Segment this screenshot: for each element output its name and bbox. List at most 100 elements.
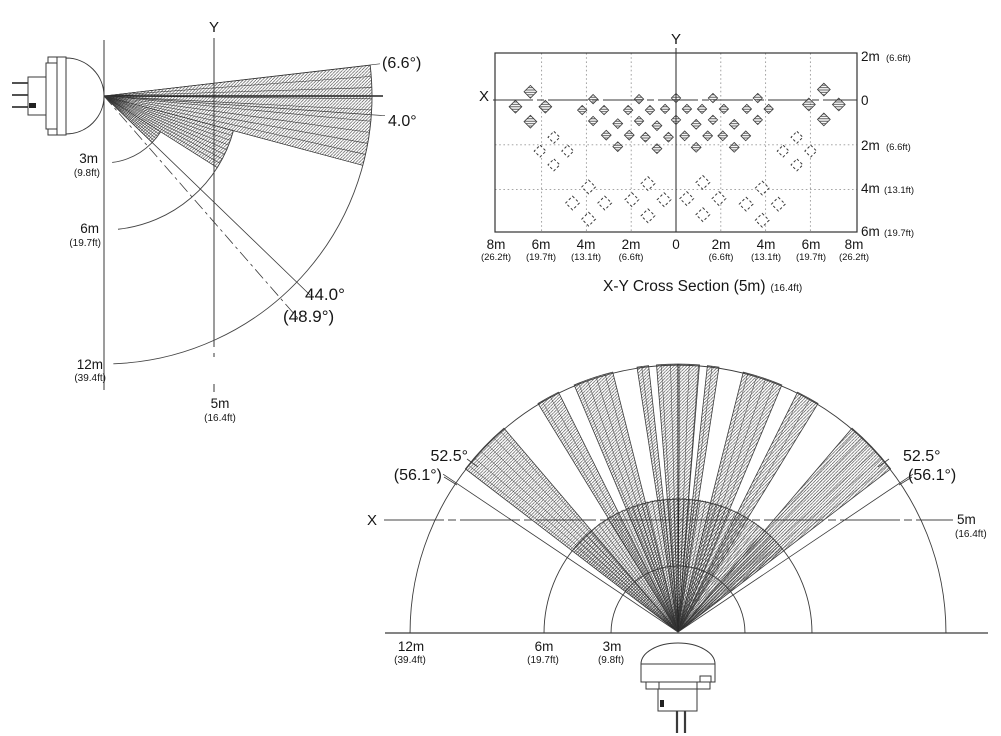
cs-bottom-label: 2m: [712, 237, 731, 252]
zone-diamond: [741, 103, 753, 115]
side-y-axis-label: Y: [209, 19, 219, 36]
beam-line: [598, 524, 679, 633]
side-plane-5m-ft-label: (16.4ft): [204, 413, 236, 424]
detection-zone-cluster: [659, 92, 693, 126]
cs-bottom-label: 8m: [487, 237, 506, 252]
cs-bottom-label: 0: [672, 237, 680, 252]
detection-zone-cluster: [600, 118, 635, 153]
cs-bottom-label: 6m: [532, 237, 551, 252]
zone-diamond: [523, 114, 538, 129]
top-angle-left-label: 52.5°: [430, 448, 468, 465]
zone-diamond: [695, 174, 711, 191]
cs-right-label-ft: (19.7ft): [884, 228, 914, 239]
beam-line: [486, 444, 679, 633]
zone-diamond: [679, 130, 691, 142]
zone-diamond: [728, 141, 740, 153]
beam-line: [103, 95, 368, 144]
side-range-3m-label: 3m: [79, 151, 98, 166]
zone-diamond: [598, 104, 610, 116]
cs-bottom-label-ft: (13.1ft): [751, 252, 781, 263]
beam-line: [103, 95, 156, 139]
beam-line: [677, 431, 856, 633]
beam-top-edge-line: [103, 63, 381, 97]
cs-bottom-label-ft: (26.2ft): [481, 252, 511, 263]
detection-zone-cluster: [622, 93, 656, 127]
beam-edge-angle-line: [103, 95, 299, 319]
detection-zone-cluster-dotted: [564, 179, 613, 227]
top-range-6m-ft-label: (19.7ft): [527, 655, 559, 666]
detection-zone-cluster: [508, 84, 553, 129]
beam-line: [549, 396, 679, 633]
zone-diamond: [752, 92, 763, 104]
cs-right-label-ft: (6.6ft): [886, 53, 911, 64]
cs-x-axis-label: X: [479, 88, 489, 105]
zone-diamond: [718, 103, 730, 115]
angle-leader-lines: [443, 458, 913, 486]
zone-diamond: [717, 130, 729, 142]
zone-diamond: [581, 179, 597, 195]
zone-diamond: [622, 104, 634, 116]
side-view-diagram: Y (6.6°) 4.0° 44.0° (48.9°) 3m (9.8ft) 6…: [12, 19, 421, 424]
sensor-side-icon: [12, 56, 105, 136]
cs-bottom-label-ft: (19.7ft): [796, 252, 826, 263]
cs-bottom-label: 8m: [845, 237, 864, 252]
beam-line: [468, 465, 679, 633]
side-plane-5m-label: 5m: [211, 396, 230, 411]
zone-diamond: [801, 97, 816, 112]
beam-line: [103, 95, 371, 122]
outer-angle-line: [677, 473, 914, 633]
beam-line: [493, 437, 679, 633]
cross-section-frame: [494, 52, 858, 233]
top-x-axis-label: X: [367, 512, 377, 529]
beam-line: [595, 376, 679, 633]
beam-line: [602, 520, 679, 633]
top-view-diagram: 52.5° (56.1°) 52.5° (56.1°) X 5m (16.4ft…: [367, 363, 988, 733]
zone-diamond: [533, 144, 547, 158]
range-arc: [117, 130, 234, 230]
beam-line: [541, 401, 679, 633]
sensor-dome-icon: [65, 57, 105, 135]
beam-line: [677, 378, 766, 633]
cs-bottom-label-ft: (26.2ft): [839, 252, 869, 263]
side-view-beam-fan: [103, 63, 386, 365]
zone-diamond: [581, 211, 597, 227]
zone-diamond: [763, 103, 774, 115]
detection-zone-cluster: [639, 120, 674, 155]
beam-line: [677, 437, 863, 633]
beam-line: [103, 95, 225, 155]
zone-diamond: [633, 93, 645, 105]
beam-line: [677, 525, 760, 633]
side-angle-tilt-label: 4.0°: [388, 113, 417, 130]
zone-diamond: [624, 192, 640, 208]
beam-wedge-sector: [464, 427, 679, 633]
zone-diamond: [639, 131, 651, 143]
top-range-3m-label: 3m: [603, 639, 622, 654]
zone-diamond: [728, 118, 740, 130]
beam-line: [103, 95, 227, 150]
beam-line: [103, 95, 158, 137]
beam-wedge-sector: [636, 365, 679, 633]
cross-section-title: X-Y Cross Section (5m) (16.4ft): [603, 278, 802, 295]
top-view-beam-fan: [409, 363, 947, 634]
beam-line: [670, 364, 679, 633]
cs-bottom-label-ft: (19.7ft): [526, 252, 556, 263]
top-angle-right-paren-label: (56.1°): [908, 467, 956, 484]
range-ring-arc: [543, 498, 813, 634]
beam-line: [677, 457, 882, 633]
zone-diamond: [738, 196, 754, 212]
beam-edge-angle-line: [103, 95, 311, 296]
zone-diamond: [587, 93, 599, 105]
cs-right-label: 0: [861, 93, 869, 108]
zone-diamond: [790, 130, 804, 144]
beam-line: [677, 394, 802, 633]
beam-wedge-sector: [677, 391, 819, 633]
side-angle-bottom-paren-label: (48.9°): [283, 307, 334, 326]
sensor-pins-icon: [12, 82, 28, 108]
cs-bottom-label-ft: (13.1ft): [571, 252, 601, 263]
beam-line: [103, 95, 234, 131]
beam-line: [103, 95, 155, 141]
zone-diamond: [770, 196, 786, 212]
detection-zone-cluster-dotted: [679, 174, 727, 223]
zone-diamond: [651, 120, 663, 132]
beam-line: [677, 364, 690, 633]
